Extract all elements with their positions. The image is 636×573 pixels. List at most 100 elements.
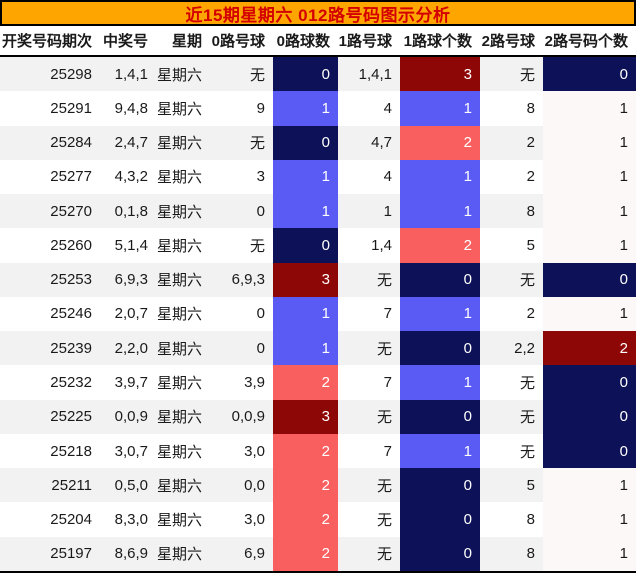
weekday-cell: 星期六	[156, 375, 202, 393]
road1-count-cell: 0	[400, 502, 480, 537]
winning-numbers-cell: 3,9,7	[114, 374, 148, 392]
period-cell: 25218	[50, 442, 92, 460]
road0-count-cell: 2	[273, 468, 338, 503]
road2-balls-cell: 8	[526, 99, 535, 117]
road2-count-cell: 0	[543, 262, 636, 297]
road2-count-cell: 1	[543, 228, 636, 263]
road2-balls-cell: 8	[526, 511, 535, 529]
weekday-cell: 星期六	[156, 477, 202, 495]
page-title: 近15期星期六 012路号码图示分析	[185, 5, 451, 25]
road1-balls-cell: 4,7	[371, 134, 392, 152]
table-row: 25204 8,3,0 星期六 3,0 2 无 0 8 1	[0, 502, 636, 537]
road2-count-cell: 1	[543, 468, 636, 503]
winning-numbers-cell: 0,0,9	[114, 408, 148, 426]
road2-count-cell: 1	[543, 502, 636, 537]
road0-count-cell: 1	[273, 331, 338, 366]
column-header-period: 开奖号码期次	[1, 33, 92, 50]
period-cell: 25232	[50, 374, 92, 392]
road0-count-cell: 0	[273, 57, 338, 92]
column-header-road2_balls: 2路号球	[481, 33, 535, 50]
winning-numbers-cell: 2,2,0	[114, 339, 148, 357]
road1-balls-cell: 1,4,1	[358, 65, 392, 83]
road1-count-cell: 1	[400, 159, 480, 195]
column-header-nums: 中奖号	[102, 33, 148, 50]
road0-count-cell: 3	[273, 262, 338, 297]
road1-balls-cell: 7	[383, 374, 392, 392]
road2-count-cell: 0	[543, 57, 636, 92]
period-cell: 25211	[51, 476, 92, 494]
table-row: 25284 2,4,7 星期六无 0 4,7 2 2 1	[0, 125, 636, 160]
road0-count-cell: 3	[273, 399, 338, 434]
winning-numbers-cell: 8,6,9	[114, 545, 148, 563]
road2-count-cell: 2	[543, 331, 636, 366]
road2-balls-cell: 5	[526, 476, 535, 494]
table-row: 25239 2,2,0 星期六 0 1 无 0 2,2 2	[0, 331, 636, 366]
period-cell: 25270	[50, 202, 92, 220]
road1-count-cell: 3	[400, 57, 480, 92]
weekday-cell: 星期六	[156, 272, 202, 290]
road0-count-cell: 0	[273, 228, 338, 263]
road1-count-cell: 1	[400, 433, 480, 469]
road1-count-cell: 0	[400, 262, 480, 297]
road2-balls-cell: 无	[519, 409, 535, 427]
table-row: 25270 0,1,8 星期六 0 1 1 1 8 1	[0, 194, 636, 229]
road0-balls-cell: 6,9	[244, 545, 265, 563]
road2-count-cell: 1	[543, 296, 636, 332]
analysis-table: 开奖号码期次 中奖号 星期 0路号球 0路球数 1路号球 1路球个数 2路号球 2路号码个数 2…	[0, 26, 636, 573]
road0-balls-cell: 3,0	[244, 442, 265, 460]
road0-count-cell: 1	[273, 194, 338, 229]
table-row: 25277 4,3,2 星期六 3 1 4 1 2 1	[0, 159, 636, 195]
table-row: 25291 9,4,8 星期六 9 1 4 1 8 1	[0, 91, 636, 126]
winning-numbers-cell: 2,0,7	[114, 305, 148, 323]
road0-balls-cell: 3,0	[244, 511, 265, 529]
period-cell: 25298	[50, 65, 92, 83]
road0-balls-cell: 6,9,3	[231, 271, 265, 289]
road2-balls-cell: 2	[526, 168, 535, 186]
road0-balls-cell: 无	[249, 66, 265, 84]
weekday-cell: 星期六	[156, 169, 202, 187]
road1-count-cell: 1	[400, 194, 480, 229]
table-row: 25246 2,0,7 星期六 0 1 7 1 2 1	[0, 296, 636, 332]
road0-balls-cell: 3	[256, 168, 265, 186]
column-header-road1_balls: 1路号球	[338, 33, 392, 50]
winning-numbers-cell: 9,4,8	[114, 99, 148, 117]
winning-numbers-cell: 6,9,3	[114, 271, 148, 289]
period-cell: 25260	[50, 236, 92, 254]
road0-balls-cell: 0,0,9	[231, 408, 265, 426]
road2-count-cell: 1	[543, 91, 636, 126]
road2-balls-cell: 8	[526, 545, 535, 563]
road2-balls-cell: 无	[519, 443, 535, 461]
road0-count-cell: 2	[273, 502, 338, 537]
road2-count-cell: 0	[543, 399, 636, 434]
period-cell: 25225	[50, 408, 92, 426]
column-header-week: 星期	[171, 33, 202, 50]
column-header-road0_balls: 0路号球	[211, 33, 265, 50]
road1-balls-cell: 1,4	[371, 236, 392, 254]
winning-numbers-cell: 0,1,8	[114, 202, 148, 220]
period-cell: 25197	[50, 545, 92, 563]
winning-numbers-cell: 1,4,1	[114, 65, 148, 83]
period-cell: 25239	[50, 339, 92, 357]
column-header-road1_count: 1路球个数	[403, 33, 472, 50]
road2-count-cell: 1	[543, 125, 636, 160]
road0-balls-cell: 无	[249, 237, 265, 255]
winning-numbers-cell: 8,3,0	[114, 511, 148, 529]
winning-numbers-cell: 3,0,7	[114, 442, 148, 460]
road1-count-cell: 2	[400, 125, 480, 160]
road0-balls-cell: 0	[256, 339, 265, 357]
period-cell: 25291	[50, 99, 92, 117]
table-row: 25218 3,0,7 星期六 3,0 2 7 1 无 0	[0, 433, 636, 469]
road1-balls-cell: 无	[376, 546, 392, 564]
weekday-cell: 星期六	[156, 135, 202, 153]
road1-balls-cell: 无	[376, 272, 392, 290]
road1-count-cell: 1	[400, 91, 480, 126]
column-header-road0_count: 0路球数	[276, 33, 330, 50]
road1-balls-cell: 无	[376, 340, 392, 358]
table-body: 25298 1,4,1 星期六无 0 1,4,1 3 无 0 25291 9,4,8 星期六 9 1 4 1…	[0, 57, 636, 573]
road1-count-cell: 1	[400, 296, 480, 332]
weekday-cell: 星期六	[156, 306, 202, 324]
road0-count-cell: 0	[273, 125, 338, 160]
road0-balls-cell: 9	[256, 99, 265, 117]
road0-count-cell: 2	[273, 365, 338, 400]
road2-count-cell: 1	[543, 536, 636, 571]
